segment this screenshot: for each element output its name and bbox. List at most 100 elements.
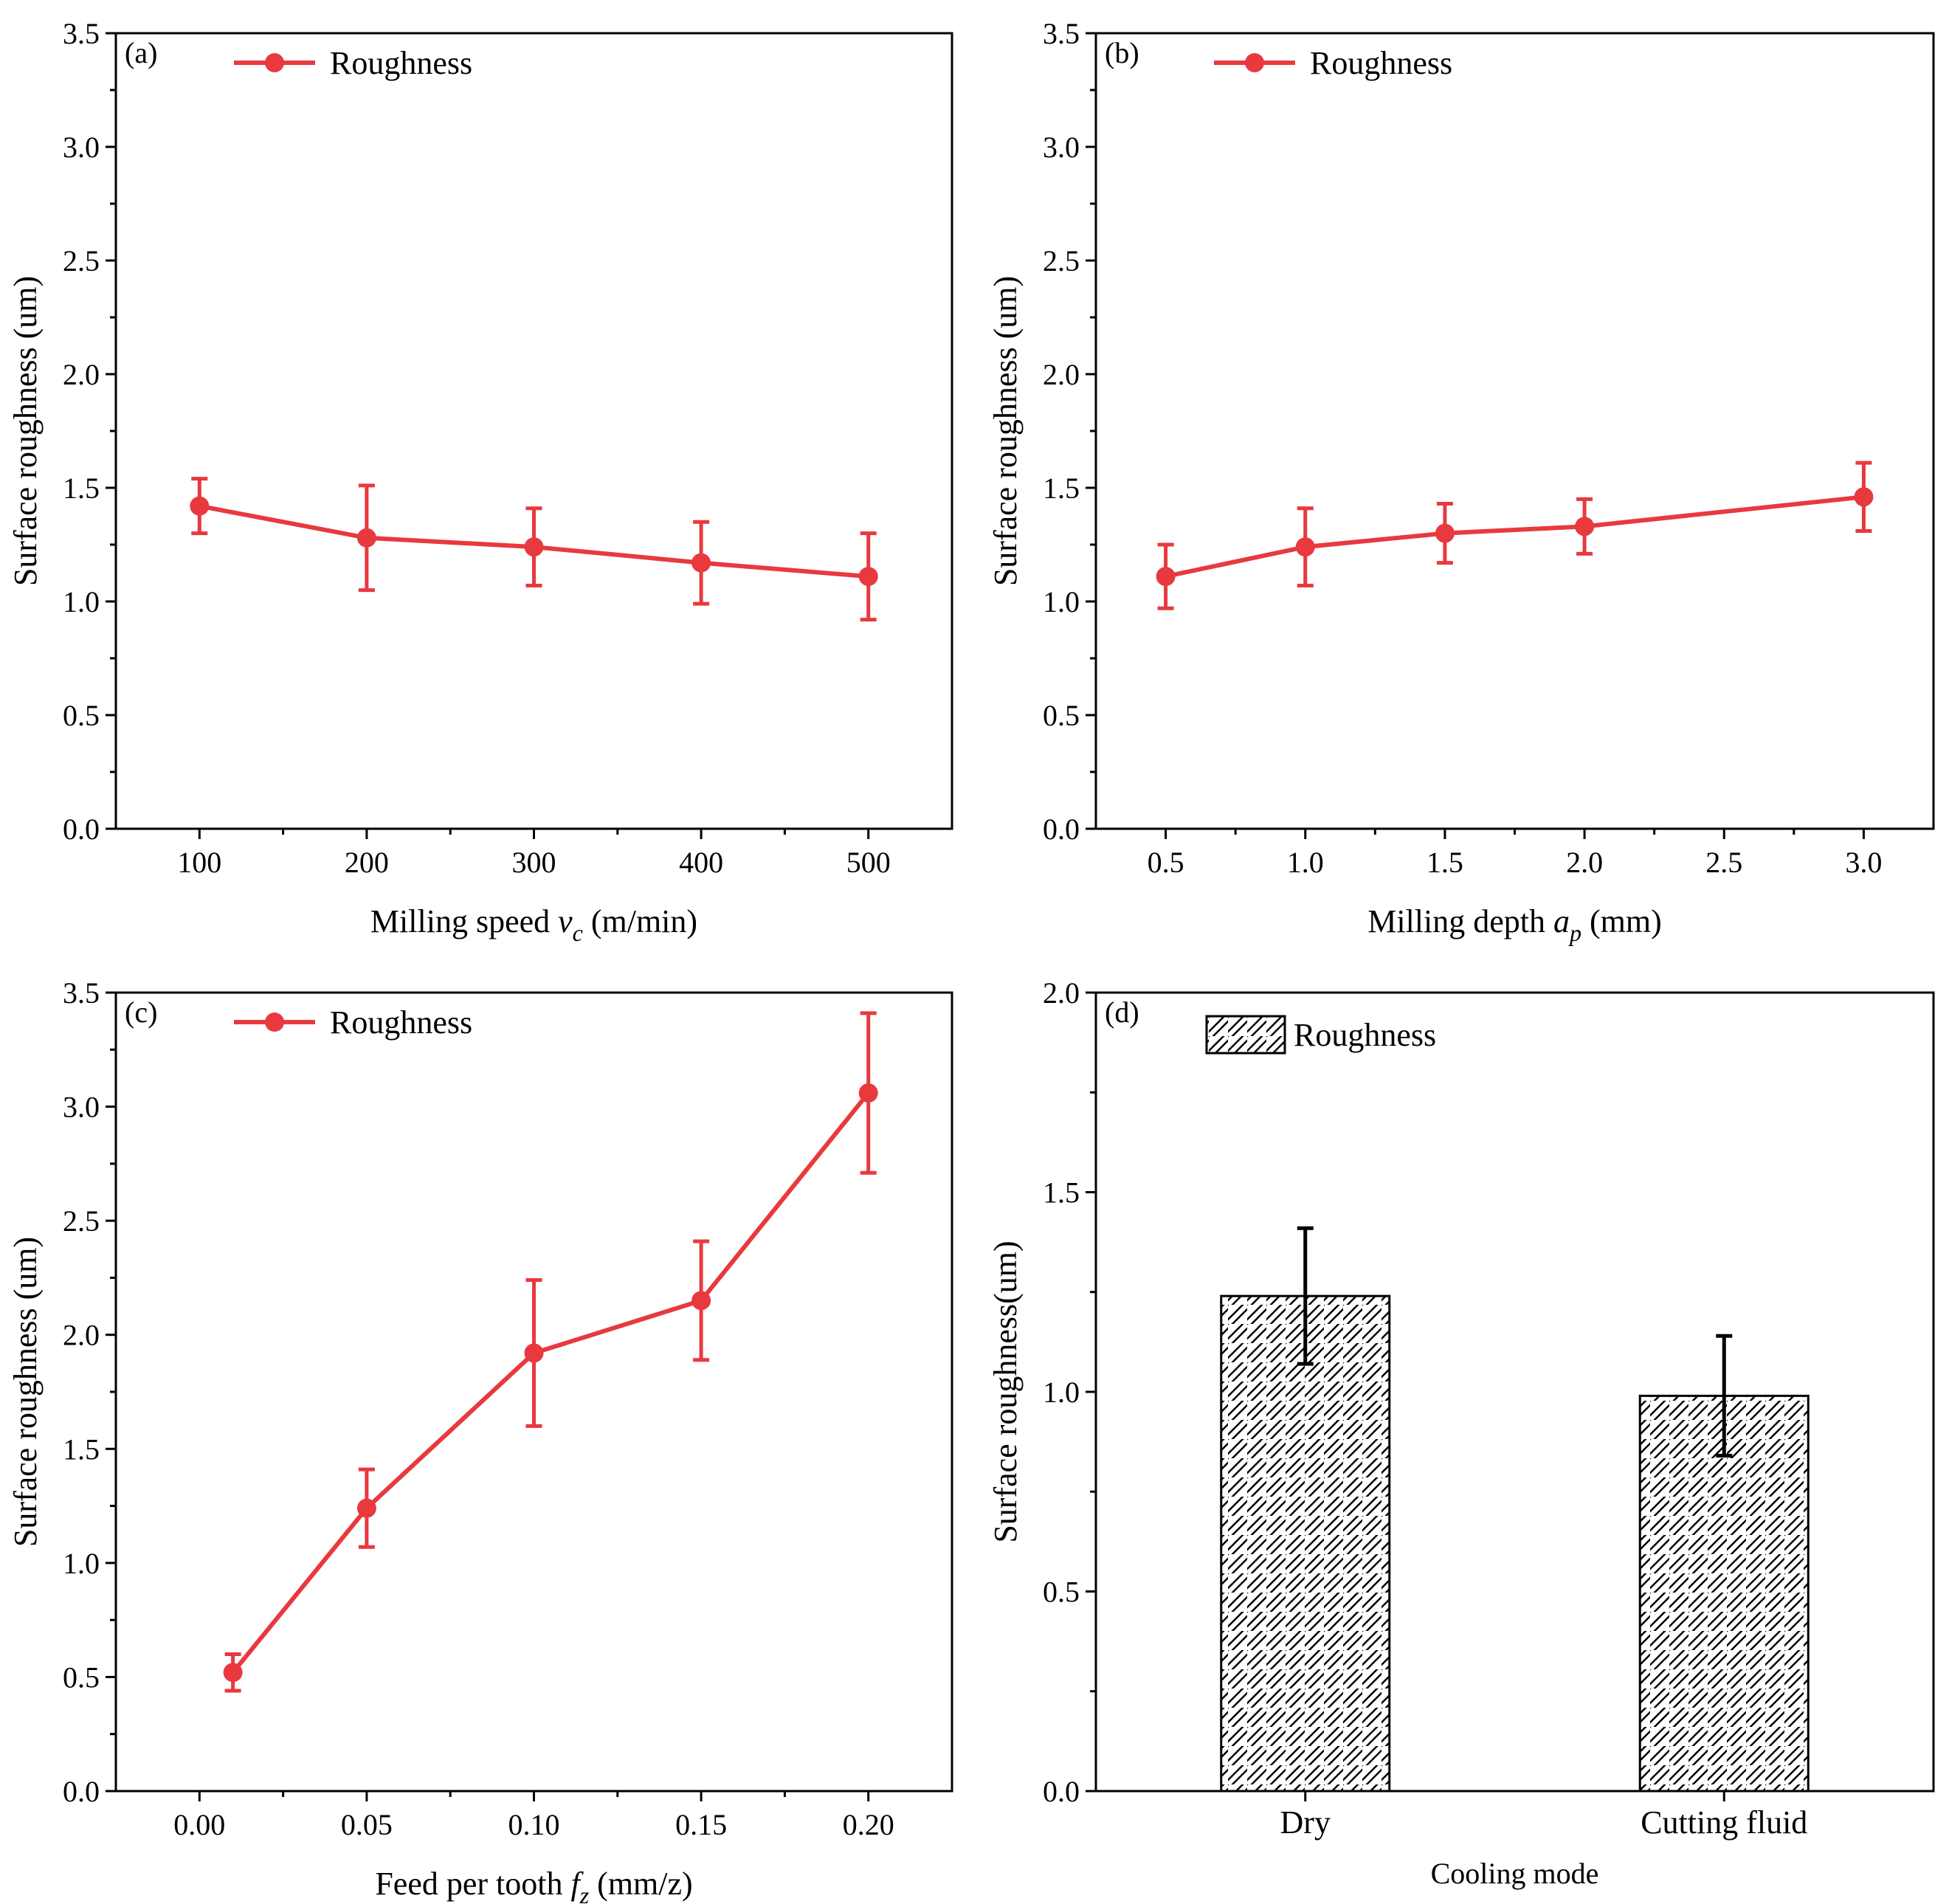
x-tick-label: 300 <box>512 846 556 879</box>
x-tick-label: 1.5 <box>1427 846 1463 879</box>
legend-marker <box>265 53 284 72</box>
x-axis-title-text: Milling depth <box>1367 903 1553 939</box>
legend-label: Roughness <box>330 45 472 81</box>
y-tick-label: 2.5 <box>63 244 100 277</box>
data-point <box>1854 487 1874 507</box>
panel-label: (d) <box>1105 996 1139 1029</box>
y-tick-label: 1.5 <box>1043 1176 1080 1210</box>
y-tick-label: 2.5 <box>63 1204 100 1238</box>
x-axis-title-sub: p <box>1568 920 1581 946</box>
y-tick-label: 1.5 <box>63 1432 100 1466</box>
data-point <box>1435 523 1455 543</box>
x-axis-title: Milling depth ap (mm) <box>1367 903 1662 946</box>
legend-label: Roughness <box>1310 45 1452 81</box>
y-tick-label: 1.0 <box>1043 1376 1080 1409</box>
legend-label: Roughness <box>1294 1017 1436 1053</box>
x-tick-label: 200 <box>345 846 389 879</box>
data-point <box>1295 537 1315 557</box>
data-point <box>223 1663 243 1683</box>
data-point <box>691 553 711 573</box>
x-tick-label: 3.0 <box>1845 846 1882 879</box>
data-point <box>1156 567 1176 587</box>
x-tick-label: 0.15 <box>675 1808 727 1841</box>
y-tick-label: 3.5 <box>1043 17 1080 50</box>
y-tick-label: 0.0 <box>63 813 100 846</box>
x-tick-label: Dry <box>1280 1804 1331 1841</box>
chart-panel-a: 0.0 0.5 1.0 1.5 2.0 2.5 3.0 3.5 Surface roughnes… <box>7 17 953 946</box>
x-tick-label: 0.00 <box>173 1808 225 1841</box>
y-tick-label: 3.5 <box>63 976 100 1010</box>
y-tick-label: 1.0 <box>1043 585 1080 618</box>
y-axis-title: Surface roughness (um) <box>7 1237 44 1547</box>
data-point <box>524 1343 544 1363</box>
y-tick-label: 1.0 <box>63 1547 100 1580</box>
data-point <box>524 537 544 557</box>
panel-label: (b) <box>1105 36 1139 69</box>
y-tick-label: 2.0 <box>1043 976 1080 1010</box>
data-point <box>858 1083 878 1103</box>
panel-label: (c) <box>125 996 157 1029</box>
chart-panel-c: 0.0 0.5 1.0 1.5 2.0 2.5 3.0 3.5 Surface roughnes… <box>7 976 953 1904</box>
y-tick-label: 3.0 <box>63 1091 100 1124</box>
x-tick-label: 400 <box>679 846 723 879</box>
y-axis-title: Surface roughness (um) <box>987 276 1024 586</box>
legend-marker <box>1245 53 1264 72</box>
data-point <box>858 567 878 587</box>
y-tick-label: 2.5 <box>1043 244 1080 277</box>
legend-label: Roughness <box>330 1004 472 1041</box>
x-tick-label: 1.0 <box>1287 846 1324 879</box>
y-tick-label: 0.0 <box>63 1775 100 1808</box>
x-axis-title-text: Feed per tooth <box>375 1866 570 1902</box>
series-line <box>231 1091 871 1674</box>
x-axis-title-var: a <box>1553 903 1570 939</box>
x-axis-title-var: v <box>558 903 573 939</box>
y-tick-label: 0.5 <box>63 1660 100 1694</box>
y-tick-label: 2.0 <box>63 1319 100 1352</box>
x-tick-label: 0.05 <box>341 1808 393 1841</box>
data-point <box>356 1498 376 1518</box>
plot-frame <box>1094 32 1935 830</box>
y-tick-label: 3.0 <box>63 131 100 164</box>
data-point <box>190 496 210 516</box>
x-tick-label: 2.5 <box>1705 846 1742 879</box>
x-axis-title-sub: c <box>573 920 583 946</box>
y-tick-label: 0.0 <box>1043 1775 1080 1808</box>
x-axis-title-sub: z <box>579 1882 590 1904</box>
y-tick-label: 3.0 <box>1043 131 1080 164</box>
y-tick-label: 1.5 <box>1043 472 1080 505</box>
data-point <box>1575 517 1595 537</box>
x-axis-title: Feed per tooth fz (mm/z) <box>375 1866 692 1904</box>
y-axis-title: Surface roughness (um) <box>7 276 44 586</box>
y-axis-title: Surface roughness(um) <box>987 1241 1024 1542</box>
data-point <box>356 528 376 548</box>
bar <box>1638 1394 1810 1793</box>
legend-marker <box>265 1013 284 1032</box>
data-point <box>691 1291 711 1311</box>
series-line <box>1165 494 1864 579</box>
y-tick-label: 0.5 <box>1043 699 1080 732</box>
panel-label: (a) <box>125 36 157 69</box>
x-tick-label: 0.20 <box>843 1808 894 1841</box>
x-tick-label: 0.5 <box>1148 846 1184 879</box>
y-tick-label: 0.5 <box>1043 1576 1080 1609</box>
chart-panel-d: 0.0 0.5 1.0 1.5 2.0 Surface roughness(um) (d) D… <box>987 976 1935 1890</box>
plot-frame <box>114 32 953 830</box>
y-tick-label: 1.0 <box>63 585 100 618</box>
y-tick-label: 0.0 <box>1043 813 1080 846</box>
x-tick-label: Cutting fluid <box>1641 1804 1807 1841</box>
x-axis-title: Milling speed vc (m/min) <box>370 903 697 946</box>
legend-swatch <box>1205 1015 1286 1055</box>
y-tick-label: 2.0 <box>63 358 100 391</box>
x-axis-title-unit: (m/min) <box>583 903 697 939</box>
x-tick-label: 0.10 <box>508 1808 560 1841</box>
x-tick-label: 500 <box>846 846 891 879</box>
y-tick-label: 2.0 <box>1043 358 1080 391</box>
x-axis-title-text: Milling speed <box>370 903 558 939</box>
chart-panel-b: 0.0 0.5 1.0 1.5 2.0 2.5 3.0 3.5 Surface roughnes… <box>987 17 1935 946</box>
y-tick-label: 1.5 <box>63 472 100 505</box>
y-tick-label: 3.5 <box>63 17 100 50</box>
x-axis-title: Cooling mode <box>1431 1857 1599 1890</box>
x-axis-title-unit: (mm/z) <box>589 1866 693 1902</box>
bar <box>1220 1294 1391 1793</box>
x-axis-title-unit: (mm) <box>1581 903 1662 939</box>
